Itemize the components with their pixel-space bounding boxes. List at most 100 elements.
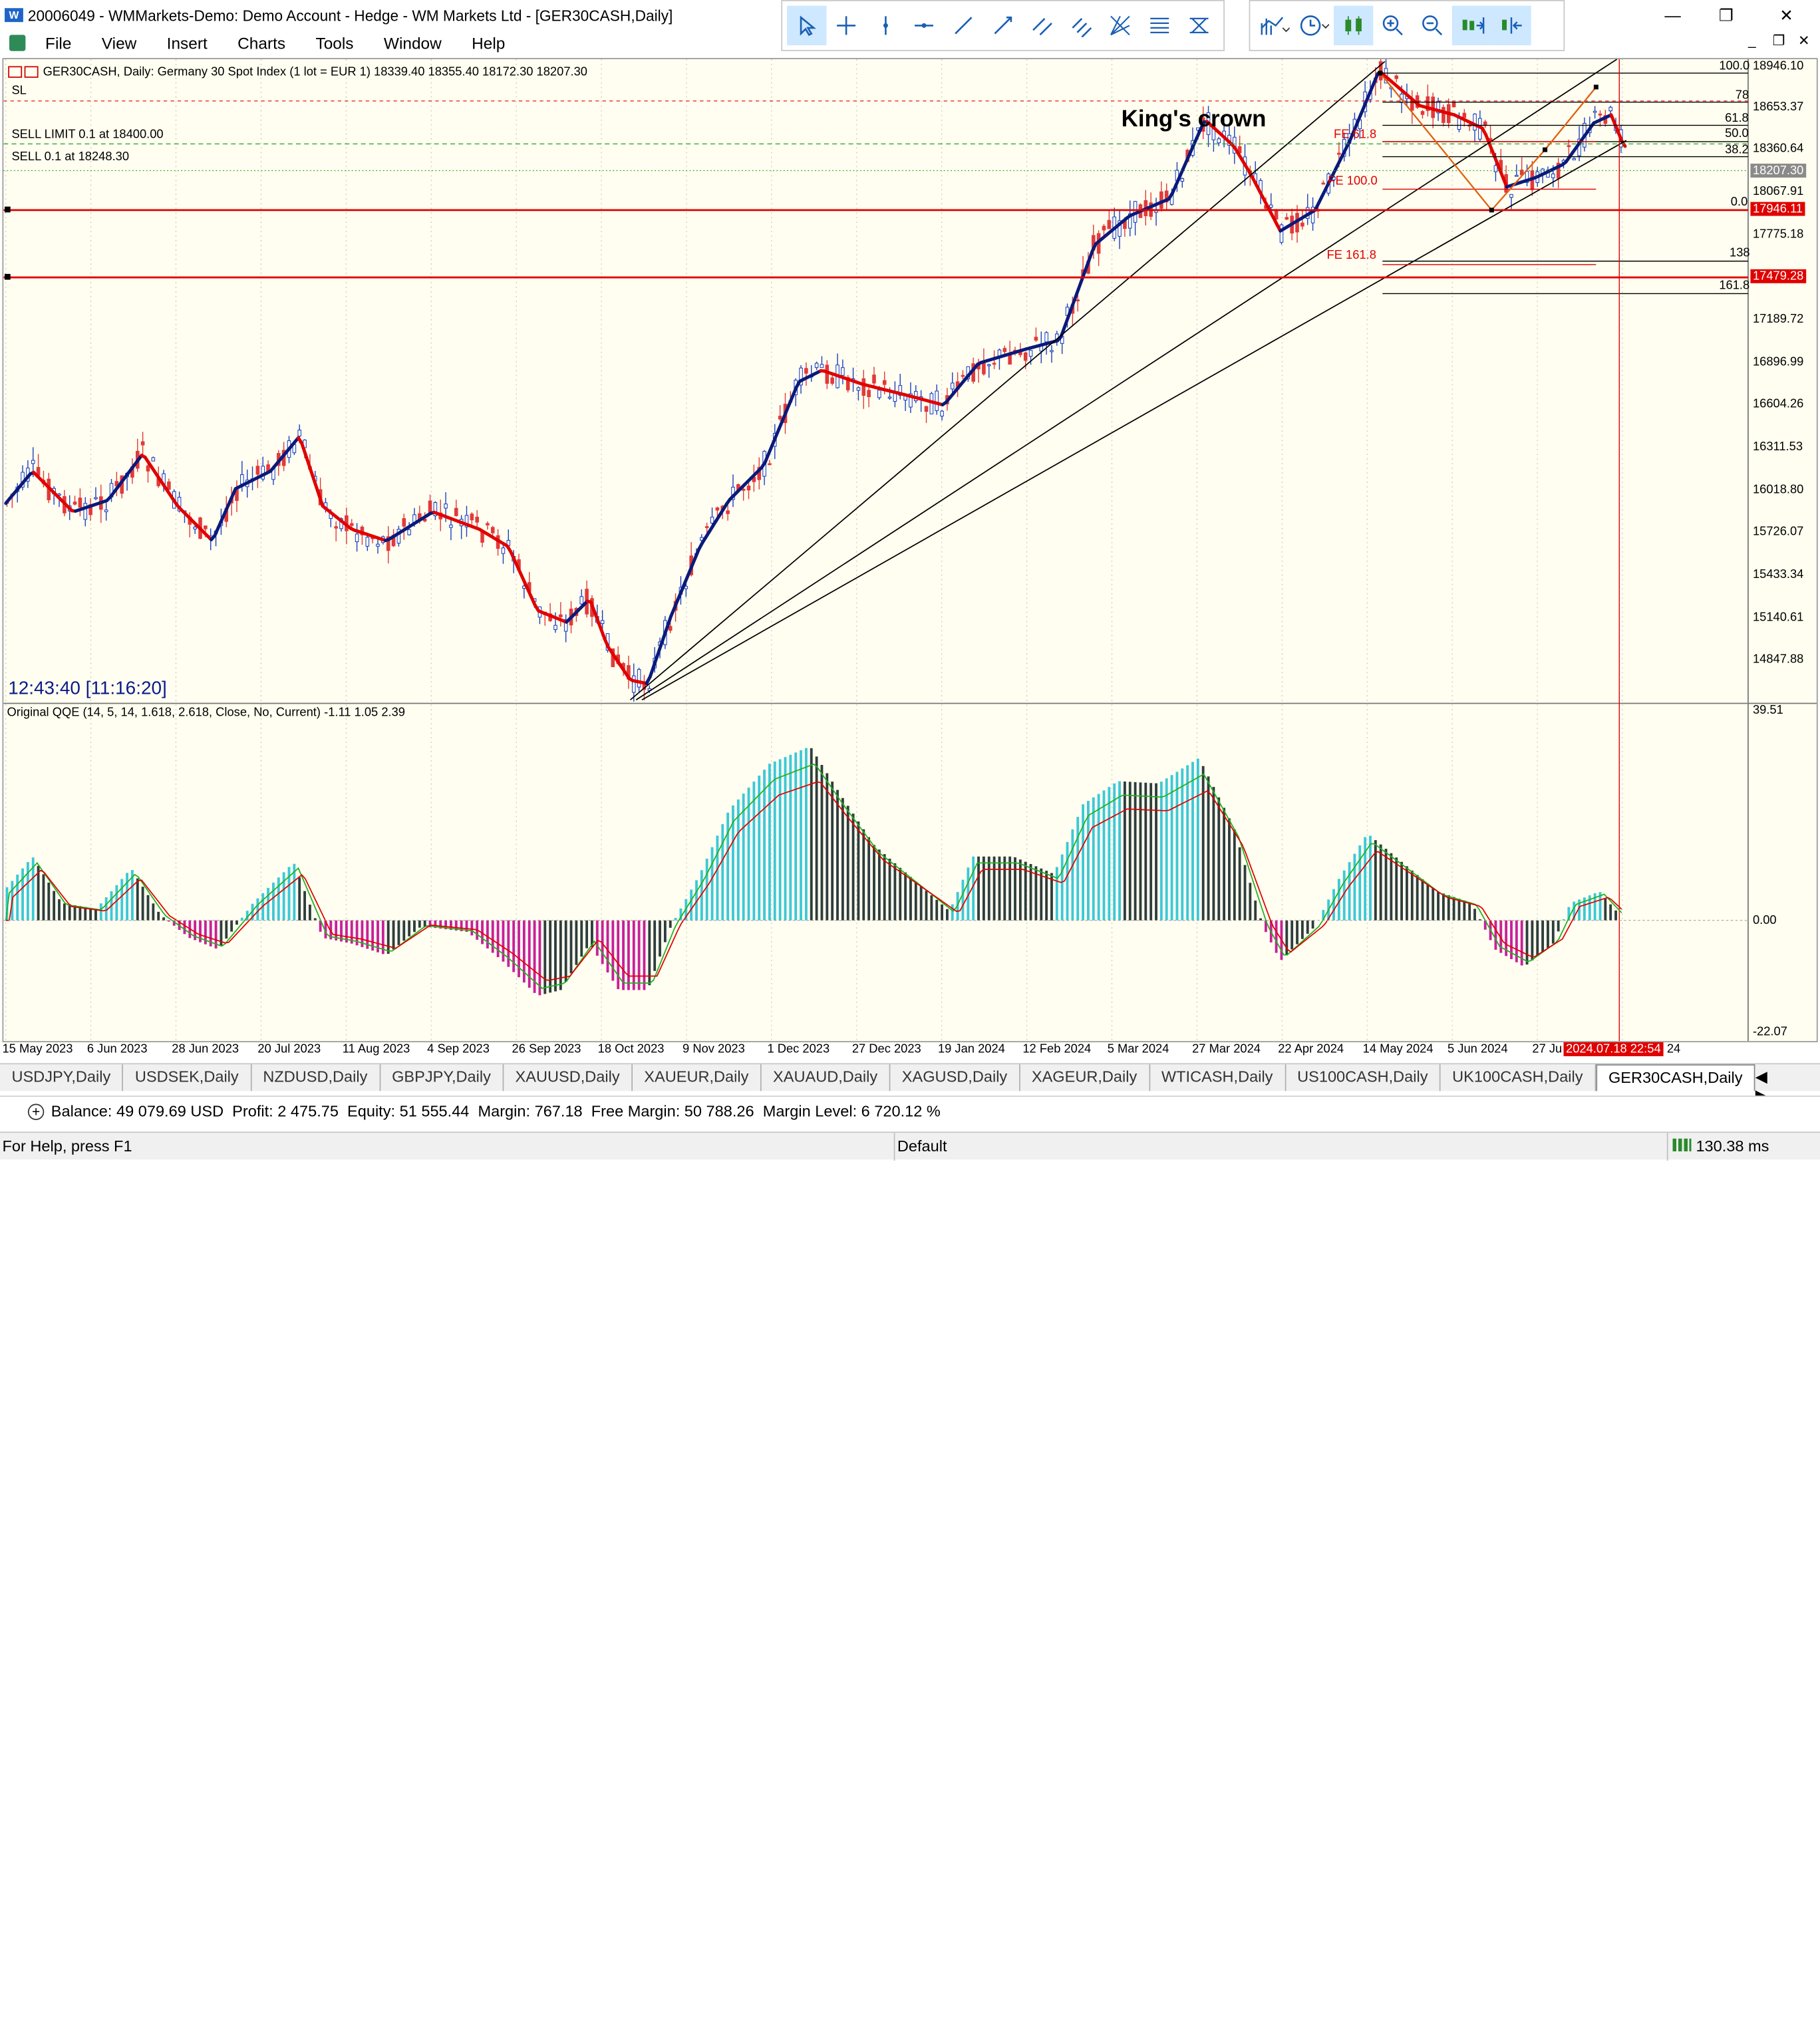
candle-body [335, 527, 338, 528]
connection-status: 130.38 ms [1667, 1133, 1769, 1161]
maximize-button[interactable]: ❐ [1700, 0, 1753, 30]
timeframe-clock-icon[interactable] [1294, 6, 1334, 45]
candle-body [1567, 146, 1571, 147]
status-bar: For Help, press F1 Default 130.38 ms [0, 1131, 1820, 1159]
menu-insert[interactable]: Insert [152, 34, 222, 53]
sell-order-label[interactable]: SELL 0.1 at 18248.30 [11, 150, 129, 164]
expand-plus-icon[interactable]: + [28, 1103, 44, 1119]
candle-body [402, 519, 406, 527]
fib-label-0: 0.0 [1731, 195, 1747, 209]
menu-view[interactable]: View [86, 34, 152, 53]
candle-body [502, 548, 505, 553]
chart-type-icon [25, 67, 39, 78]
candle-body [580, 597, 583, 604]
kings-crown-annotation[interactable]: King's crown [1122, 107, 1267, 134]
chart-window[interactable]: GER30CASH, Daily: Germany 30 Spot Index … [2, 58, 1817, 1042]
chart-window-icon [9, 35, 25, 51]
chart-menu-icon[interactable] [8, 67, 22, 78]
zoom-in-icon[interactable] [1373, 6, 1412, 45]
fibo-fan-icon[interactable] [1179, 6, 1219, 45]
sell-limit-order-label[interactable]: SELL LIMIT 0.1 at 18400.00 [11, 128, 163, 142]
mdi-restore-button[interactable]: ❐ [1773, 33, 1785, 49]
price-tick: 17775.18 [1753, 227, 1803, 241]
vertical-line-icon[interactable] [865, 6, 905, 45]
tab-xagusd[interactable]: XAGUSD,Daily [890, 1064, 1020, 1091]
fe-label-100: FE 100.0 [1328, 174, 1377, 188]
candle-body [633, 676, 636, 692]
fibo-icon[interactable] [1140, 6, 1179, 45]
qqe-tick: 0.00 [1753, 913, 1777, 927]
minimize-button[interactable]: — [1646, 0, 1699, 30]
candle-body [256, 466, 259, 474]
fib-label-138: 138 [1730, 246, 1750, 260]
candle-body [1280, 225, 1283, 242]
candle-body [1034, 337, 1038, 341]
tab-xauaud[interactable]: XAUAUD,Daily [762, 1064, 891, 1091]
cursor-icon[interactable] [787, 6, 826, 45]
balance-summary: Balance: 49 079.69 USD Profit: 2 475.75 … [51, 1103, 941, 1120]
price-tick: 15726.07 [1753, 525, 1803, 539]
parallel-lines-icon[interactable] [1062, 6, 1101, 45]
candle-body [1395, 76, 1398, 78]
trend-ma-segment [305, 454, 309, 464]
mdi-close-button[interactable]: ✕ [1798, 33, 1810, 49]
menu-window[interactable]: Window [369, 34, 456, 53]
candle-body [104, 510, 108, 512]
trend-line-icon[interactable] [944, 6, 983, 45]
zoom-out-icon[interactable] [1413, 6, 1452, 45]
candle-body [298, 430, 301, 436]
sl-label: SL [11, 84, 26, 98]
tab-us100cash[interactable]: US100CASH,Daily [1286, 1064, 1441, 1091]
candle-body [559, 615, 563, 617]
menu-tools[interactable]: Tools [301, 34, 369, 53]
chart-tabs-bar: USDJPY,Daily USDSEK,Daily NZDUSD,Daily G… [0, 1063, 1820, 1091]
date-tick: 19 Jan 2024 [938, 1042, 1005, 1056]
tab-gbpjpy[interactable]: GBPJPY,Daily [380, 1064, 504, 1091]
mdi-minimize-button[interactable]: _ [1748, 33, 1756, 49]
candle-body [1573, 158, 1576, 160]
server-clock: 12:43:40 [11:16:20] [8, 679, 167, 700]
crosshair-icon[interactable] [826, 6, 865, 45]
channel-icon[interactable] [1022, 6, 1062, 45]
tab-usdsek[interactable]: USDSEK,Daily [123, 1064, 251, 1091]
menu-file[interactable]: File [30, 34, 86, 53]
candle-body [1285, 217, 1289, 219]
tab-xauusd[interactable]: XAUUSD,Daily [504, 1064, 633, 1091]
candle-body [1217, 139, 1221, 143]
candle-body [1593, 111, 1596, 112]
menu-charts[interactable]: Charts [222, 34, 300, 53]
tab-scroll-arrows[interactable]: ◀ ▶ [1755, 1064, 1820, 1091]
tab-usdjpy[interactable]: USDJPY,Daily [0, 1064, 123, 1091]
candles-icon[interactable] [1334, 6, 1373, 45]
menu-help[interactable]: Help [456, 34, 520, 53]
tab-nzdusd[interactable]: NZDUSD,Daily [251, 1064, 380, 1091]
date-tick: 27 Mar 2024 [1192, 1042, 1261, 1056]
candle-body [1452, 102, 1455, 107]
tab-uk100cash[interactable]: UK100CASH,Daily [1441, 1064, 1596, 1091]
price-tick: 18946.10 [1753, 59, 1803, 73]
candle-body [141, 442, 144, 445]
autoscroll-icon[interactable] [1452, 6, 1491, 45]
tab-xaueur[interactable]: XAUEUR,Daily [633, 1064, 762, 1091]
close-button[interactable]: ✕ [1759, 0, 1813, 30]
tab-xageur[interactable]: XAGEUR,Daily [1020, 1064, 1149, 1091]
indicators-icon[interactable] [1255, 6, 1294, 45]
price-tick: 18653.37 [1753, 100, 1803, 114]
candle-body [1552, 174, 1555, 178]
chart-shift-icon[interactable] [1491, 6, 1531, 45]
gann-icon[interactable] [1101, 6, 1140, 45]
tab-wticash[interactable]: WTICASH,Daily [1149, 1064, 1285, 1091]
price-tick: 16604.26 [1753, 397, 1803, 411]
fib-label-50: 50.0 [1725, 126, 1749, 140]
app-logo-icon: W [5, 8, 23, 22]
price-chart-canvas[interactable] [3, 59, 1817, 1042]
fe-label-161-8: FE 161.8 [1327, 248, 1376, 262]
horizontal-line-icon[interactable] [905, 6, 944, 45]
trend-ma-segment [309, 464, 312, 475]
tab-ger30cash[interactable]: GER30CASH,Daily [1596, 1064, 1755, 1091]
ray-icon[interactable] [983, 6, 1022, 45]
candle-body [742, 490, 745, 491]
qqe-slow-line [6, 782, 1622, 980]
symbol-description: GER30CASH, Daily: Germany 30 Spot Index … [43, 65, 587, 79]
candle-body [705, 527, 708, 528]
